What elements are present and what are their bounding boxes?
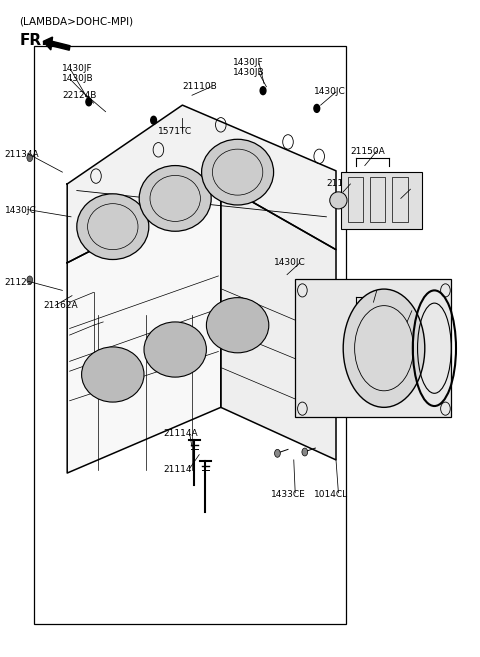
Circle shape <box>86 98 92 106</box>
Text: 1571TC: 1571TC <box>158 127 192 136</box>
Ellipse shape <box>139 166 211 231</box>
Bar <box>392 177 408 222</box>
Text: (LAMBDA>DOHC-MPI): (LAMBDA>DOHC-MPI) <box>19 16 133 26</box>
Text: 21443: 21443 <box>389 307 417 317</box>
Ellipse shape <box>206 298 269 353</box>
Text: 21134A: 21134A <box>5 150 39 159</box>
Ellipse shape <box>82 347 144 402</box>
Polygon shape <box>67 184 221 473</box>
Ellipse shape <box>144 322 206 377</box>
Text: 21152: 21152 <box>326 179 355 189</box>
Text: 1433CE: 1433CE <box>271 489 306 499</box>
Bar <box>341 172 422 229</box>
Ellipse shape <box>77 194 149 260</box>
Circle shape <box>275 449 280 457</box>
Ellipse shape <box>343 289 425 407</box>
Text: 1430JC: 1430JC <box>5 206 36 215</box>
Text: 21114: 21114 <box>163 465 192 474</box>
Text: 21123: 21123 <box>5 278 33 287</box>
FancyArrow shape <box>43 37 70 50</box>
Polygon shape <box>221 184 336 460</box>
Text: FR.: FR. <box>19 33 47 48</box>
Ellipse shape <box>330 192 347 209</box>
Polygon shape <box>67 105 336 263</box>
Text: 21114A: 21114A <box>163 429 198 438</box>
Text: 21440: 21440 <box>350 286 379 295</box>
Bar <box>348 177 363 222</box>
Text: 1430JC: 1430JC <box>274 258 305 267</box>
Bar <box>295 279 451 417</box>
Text: 1430JF: 1430JF <box>62 64 93 74</box>
Text: 1014CL: 1014CL <box>314 489 348 499</box>
Circle shape <box>314 104 320 112</box>
Circle shape <box>27 276 33 284</box>
Circle shape <box>151 116 156 124</box>
Text: 1430JC: 1430JC <box>314 87 346 97</box>
Text: 1430JF: 1430JF <box>233 58 264 67</box>
Ellipse shape <box>202 139 274 205</box>
Circle shape <box>302 448 308 456</box>
Circle shape <box>260 87 266 95</box>
Text: 22124B: 22124B <box>62 91 97 100</box>
Text: 21150A: 21150A <box>350 147 385 156</box>
Text: 1014CM: 1014CM <box>384 186 421 195</box>
Circle shape <box>27 154 33 162</box>
Text: 1430JB: 1430JB <box>233 68 264 77</box>
Text: 21162A: 21162A <box>43 301 78 310</box>
Text: 21110B: 21110B <box>182 82 217 91</box>
Text: 1430JB: 1430JB <box>62 74 94 83</box>
Bar <box>34 46 346 624</box>
Bar <box>370 177 385 222</box>
